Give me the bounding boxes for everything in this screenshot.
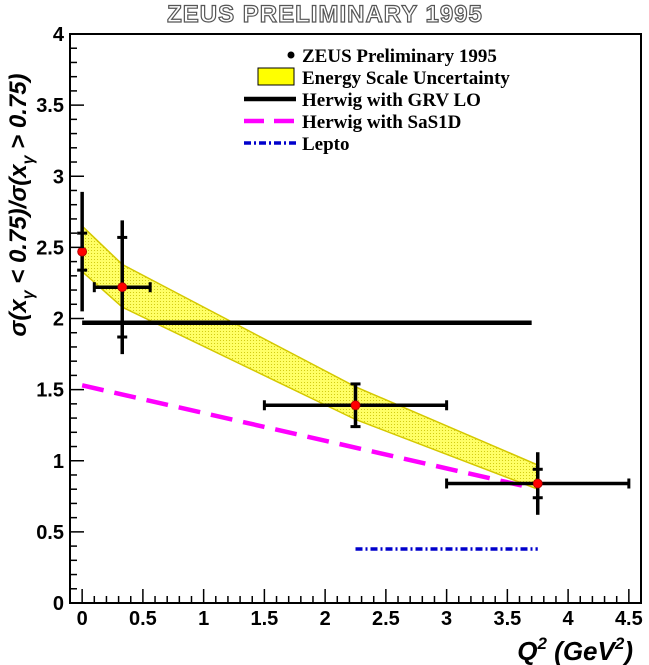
data-point-0: [77, 191, 88, 312]
plot-area: [77, 191, 631, 551]
x-tick-label: 2: [320, 608, 331, 630]
y-label-part-2: < 0.75)/σ(x: [5, 163, 32, 291]
x-tick-label: 0: [77, 608, 88, 630]
x-tick-label: 4.5: [615, 608, 643, 630]
y-tick-label: 3: [53, 166, 64, 188]
y-tick-label: 2.5: [36, 237, 64, 259]
y-label-part-3: > 0.75): [5, 73, 32, 155]
data-point-3: [445, 452, 631, 515]
y-label-sub-2: γ: [20, 154, 37, 164]
uncertainty-band-layer: [81, 224, 539, 491]
x-tick-label: 4: [563, 608, 575, 630]
data-marker: [77, 246, 88, 257]
legend-band-box: [257, 67, 295, 86]
x-label-unit: (GeV: [547, 636, 618, 665]
y-tick-label: 1: [53, 451, 64, 473]
y-tick-label: 3.5: [36, 95, 64, 117]
legend-label: Herwig with SaS1D: [302, 112, 461, 133]
y-tick-label: 0.5: [36, 522, 64, 544]
axes: 0 0.5 1 1.5 2 2.5 3 3.5 4 0 0.5 1 1.5 2 2.5 3 3.5 4 4.5: [36, 24, 643, 630]
data-marker: [117, 282, 128, 293]
x-axis-label: Q2 (GeV2): [517, 634, 633, 665]
legend-swatch-1: [257, 67, 295, 86]
y-tick-label: 4: [53, 24, 65, 46]
x-label-close: ): [621, 636, 633, 665]
y-label-sub-1: γ: [20, 289, 37, 299]
legend-marker: [287, 51, 295, 59]
x-tick-label: 1.5: [250, 608, 278, 630]
x-tick-label: 0.5: [129, 608, 157, 630]
x-label-base: Q: [517, 636, 537, 665]
x-tick-label: 3.5: [493, 608, 521, 630]
legend-label: Energy Scale Uncertainty: [302, 68, 510, 89]
chart-title: ZEUS PRELIMINARY 1995: [167, 1, 483, 28]
legend-label: Herwig with GRV LO: [302, 90, 481, 111]
legend-label: ZEUS Preliminary 1995: [302, 46, 497, 67]
uncertainty-band: [81, 224, 539, 491]
data-marker: [532, 478, 543, 489]
y-tick-label: 1.5: [36, 380, 64, 402]
y-axis-label: σ(xγ < 0.75)/σ(xγ > 0.75): [5, 73, 37, 336]
x-tick-label: 2.5: [372, 608, 400, 630]
data-points-layer: [77, 191, 631, 515]
data-point-1: [92, 220, 152, 355]
data-marker: [350, 400, 361, 411]
x-tick-label: 3: [441, 608, 452, 630]
y-label-part-1: σ(x: [5, 298, 32, 337]
model-line-3: [81, 383, 533, 490]
y-tick-label: 2: [53, 309, 64, 331]
model-lines-layer: [81, 320, 538, 551]
legend-swatch-0: [287, 51, 295, 59]
x-label-unit-sup: 2: [614, 634, 625, 653]
legend-label: Lepto: [302, 134, 350, 155]
x-label-sup: 2: [536, 634, 547, 653]
y-tick-label: 0: [53, 593, 64, 615]
data-point-2: [262, 382, 449, 429]
x-tick-label: 1: [198, 608, 209, 630]
